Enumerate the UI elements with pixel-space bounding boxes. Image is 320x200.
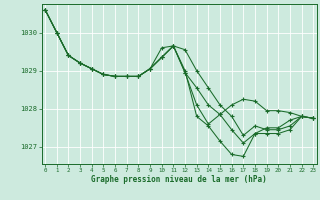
X-axis label: Graphe pression niveau de la mer (hPa): Graphe pression niveau de la mer (hPa)	[91, 175, 267, 184]
